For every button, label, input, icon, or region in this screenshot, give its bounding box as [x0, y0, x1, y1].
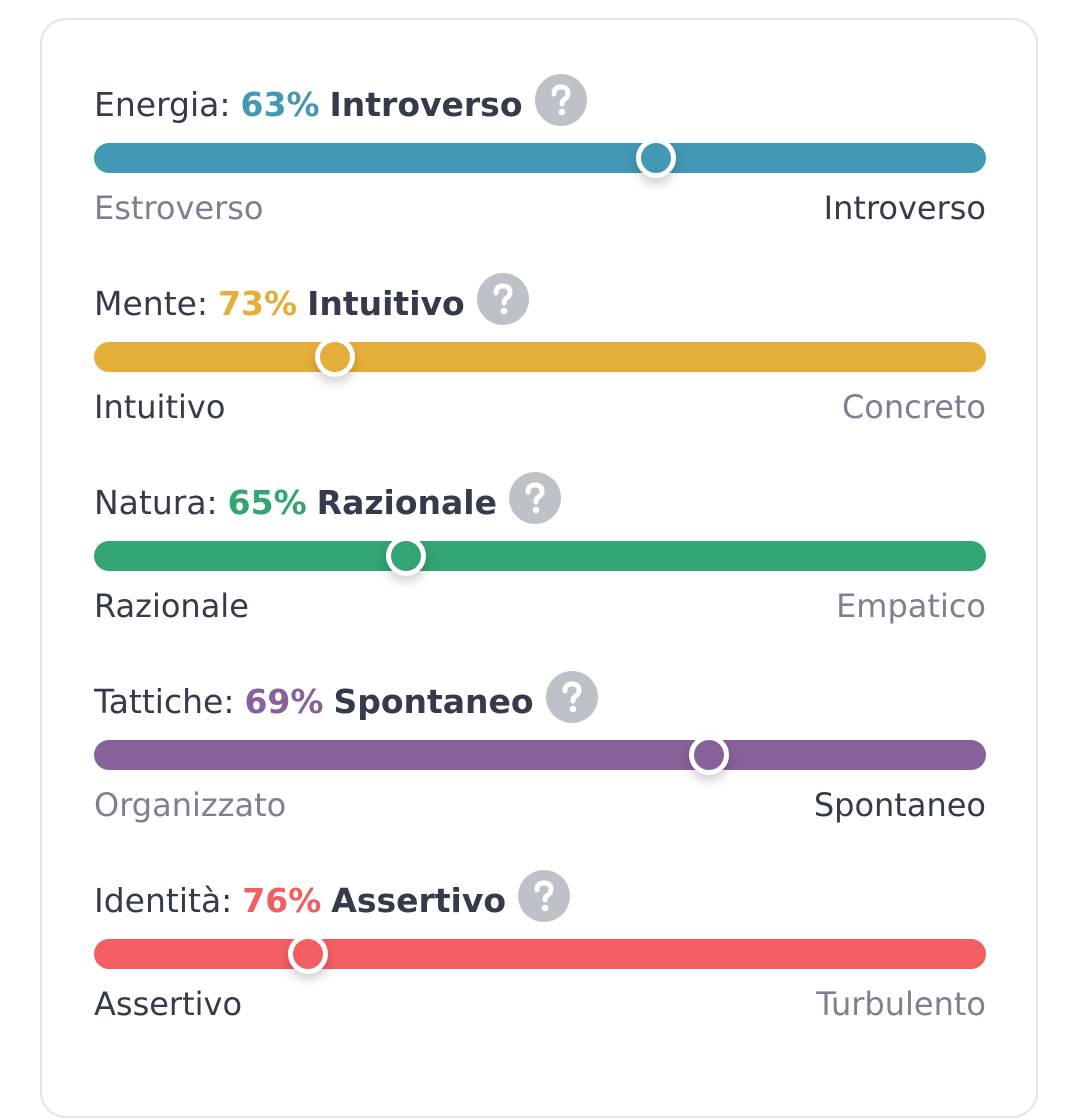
- help-icon[interactable]: [534, 74, 587, 126]
- trait-heading: Natura: 65% Razionale: [94, 468, 561, 536]
- right-pole: Turbulento: [816, 985, 986, 1023]
- trait-percent: 69%: [244, 681, 324, 721]
- trait-label: Tattiche:: [94, 681, 235, 721]
- trait-track: [94, 342, 986, 372]
- trait-knob: [635, 138, 676, 178]
- dominant-trait: Spontaneo: [333, 681, 534, 721]
- help-icon[interactable]: [545, 671, 598, 723]
- trait-label: Energia:: [94, 84, 231, 124]
- trait-label: Identità:: [94, 880, 233, 920]
- dominant-trait: Introverso: [329, 84, 523, 124]
- dominant-trait: Intuitivo: [307, 283, 465, 323]
- trait-row: Natura: 65% Razionale Razionale Empatico: [94, 468, 986, 648]
- trait-label: Mente:: [94, 283, 209, 323]
- help-icon[interactable]: [509, 472, 561, 524]
- right-pole: Spontaneo: [813, 786, 986, 824]
- trait-knob: [314, 337, 355, 377]
- trait-percent: 63%: [240, 84, 320, 124]
- page: (() => { const data = JSON.parse(documen…: [40, 18, 1038, 1118]
- dominant-trait: Assertivo: [331, 880, 507, 920]
- trait-row: Tattiche: 69% Spontaneo Organizzato Spontane…: [94, 667, 986, 847]
- trait-row: Identità: 76% Assertivo Assertivo Turbulento: [94, 866, 986, 1046]
- help-icon[interactable]: [476, 273, 529, 325]
- left-pole: Razionale: [94, 587, 249, 625]
- trait-heading: Tattiche: 69% Spontaneo: [94, 667, 598, 735]
- right-pole: Empatico: [836, 587, 986, 625]
- trait-track: [94, 143, 986, 173]
- trait-track: [94, 939, 986, 969]
- trait-row: Energia: 63% Introverso Estroverso Introvers…: [94, 70, 986, 250]
- trait-knob: [689, 735, 730, 775]
- trait-heading: Identità: 76% Assertivo: [94, 866, 571, 934]
- left-pole: Intuitivo: [94, 388, 226, 426]
- trait-label: Natura:: [94, 482, 218, 522]
- trait-percent: 73%: [218, 283, 298, 323]
- trait-percent: 76%: [242, 880, 322, 920]
- help-icon[interactable]: [518, 870, 571, 922]
- left-pole: Assertivo: [94, 985, 243, 1023]
- trait-knob: [288, 934, 329, 974]
- trait-row: Mente: 73% Intuitivo Intuitivo Concreto: [94, 269, 986, 449]
- trait-percent: 65%: [227, 482, 307, 522]
- trait-heading: Mente: 73% Intuitivo: [94, 269, 529, 337]
- trait-track: [94, 541, 986, 571]
- trait-heading: Energia: 63% Introverso: [94, 70, 587, 138]
- right-pole: Introverso: [823, 189, 986, 227]
- dominant-trait: Razionale: [316, 482, 497, 522]
- trait-knob: [386, 536, 427, 576]
- trait-track: [94, 740, 986, 770]
- right-pole: Concreto: [841, 388, 986, 426]
- left-pole: Estroverso: [94, 189, 264, 227]
- left-pole: Organizzato: [94, 786, 287, 824]
